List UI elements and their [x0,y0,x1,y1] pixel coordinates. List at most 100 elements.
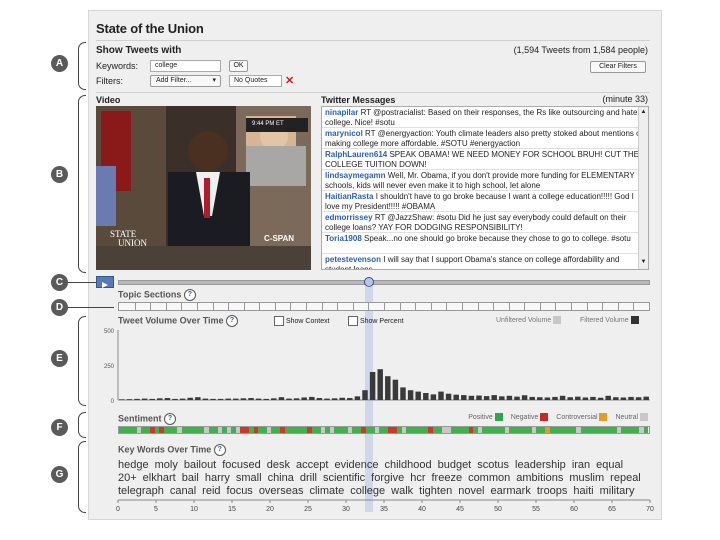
tweet-username[interactable]: marynicol [325,129,363,138]
volume-help-icon[interactable]: ? [226,315,239,327]
sentiment-help-icon[interactable]: ? [164,413,177,425]
tweet-item[interactable]: marynicol RT @energyaction: Youth climat… [322,128,648,149]
keyword[interactable]: 20+ [118,472,137,484]
keyword[interactable]: hedge [118,459,149,471]
keyword[interactable]: scientific [322,472,366,484]
keyword[interactable]: focus [226,485,253,497]
sentiment-segment [244,427,250,433]
volume-bar [628,396,634,400]
keyword[interactable]: haiti [573,485,594,497]
keyword[interactable]: forgive [371,472,405,484]
sentiment-bar[interactable] [118,426,650,434]
clear-filters-button[interactable]: Clear Filters [590,61,646,73]
add-filter-dropdown[interactable]: Add Filter... ▾ [150,75,221,87]
volume-bar [400,387,406,400]
keyword[interactable]: troops [536,485,568,497]
tweet-username[interactable]: ninapilar [325,108,359,117]
leader-c [68,282,96,284]
topic-segment-divider [196,303,198,310]
keyword[interactable]: harry [204,472,230,484]
video-player[interactable]: STATE UNION C-SPAN 9:44 PM ET [96,106,311,270]
filtered-swatch [630,316,639,324]
keyword[interactable]: ambitions [516,472,564,484]
twitter-messages-list[interactable]: ninapilar RT @postracialist: Based on th… [321,106,649,270]
keyword[interactable]: bail [181,472,199,484]
tweet-item[interactable]: edmorrissey RT @JazzShaw: #sotu Did he j… [322,212,648,233]
keyword[interactable]: budget [437,459,472,471]
tweet-item[interactable]: petestevenson I will say that I support … [322,254,648,269]
timeline-track[interactable] [118,280,650,285]
sentiment-segment [410,427,415,433]
sentiment-segment [477,427,483,433]
remove-filter-icon[interactable]: ✕ [285,75,295,87]
topic-help-icon[interactable]: ? [183,289,196,301]
sentiment-segment [522,427,528,433]
sentiment-segment [567,427,572,433]
volume-bar [552,396,558,400]
sentiment-segment [437,427,442,433]
keyword[interactable]: drill [299,472,317,484]
tweet-item[interactable]: HaitianRasta I shouldn't have to go brok… [322,191,648,212]
keyword[interactable]: focused [222,459,261,471]
keyword[interactable]: accept [296,459,329,471]
x-tick-label: 40 [418,506,426,513]
volume-bar [369,372,376,400]
tweet-item[interactable]: lindsaymegamn Well, Mr. Obama, if you do… [322,170,648,191]
keyword[interactable]: bailout [183,459,217,471]
show-context-toggle[interactable]: Show Context [274,316,330,326]
keyword[interactable]: iran [571,459,591,471]
sentiment-segment [352,427,357,433]
volume-bar [597,397,604,400]
tweet-username[interactable]: lindsaymegamn [325,171,386,180]
volume-chart[interactable]: 500 250 0 [94,324,654,412]
ok-button[interactable]: OK [229,60,248,72]
keyword[interactable]: military [599,485,635,497]
keyword[interactable]: canal [169,485,197,497]
keywords-input[interactable]: college [150,60,221,72]
tweet-username[interactable]: RalphLauren614 [325,150,388,159]
keywords-help-icon[interactable]: ? [213,444,226,456]
x-tick-label: 60 [570,506,578,513]
keyword[interactable]: hcr [410,472,426,484]
volume-bar [126,399,133,400]
scroll-up-icon[interactable]: ▲ [640,109,647,115]
tweet-item[interactable]: RalphLauren614 SPEAK OBAMA! WE NEED MONE… [322,149,648,170]
keyword[interactable]: novel [458,485,485,497]
keyword[interactable]: college [350,485,386,497]
keyword[interactable]: equal [596,459,624,471]
keyword[interactable]: china [267,472,294,484]
volume-bar [415,391,421,400]
keyword[interactable]: moly [154,459,178,471]
keyword[interactable]: freeze [431,472,463,484]
keyword[interactable]: small [235,472,262,484]
keyword[interactable]: reid [202,485,221,497]
keyword[interactable]: telegraph [118,485,164,497]
keyword[interactable]: earmark [490,485,531,497]
keyword[interactable]: evidence [334,459,379,471]
sentiment-legend-swatch [640,413,648,421]
keyword[interactable]: childhood [384,459,432,471]
keyword[interactable]: muslim [569,472,605,484]
timeline-handle[interactable] [364,277,374,287]
tweet-username[interactable]: edmorrissey [325,213,373,222]
keyword[interactable]: tighten [419,485,453,497]
keyword[interactable]: walk [391,485,414,497]
keyword[interactable]: elkhart [142,472,176,484]
keyword[interactable]: repeal [610,472,641,484]
keyword[interactable]: common [468,472,511,484]
tweets-scrollbar[interactable]: ▲ ▼ [638,107,648,269]
scroll-down-icon[interactable]: ▼ [640,259,647,265]
show-percent-toggle[interactable]: Show Percent [348,316,404,326]
tweet-username[interactable]: Toria1908 [325,234,362,243]
keyword[interactable]: climate [309,485,345,497]
tweet-username[interactable]: HaitianRasta [325,192,374,201]
topic-sections-bar[interactable] [118,302,650,311]
tweet-username[interactable]: petestevenson [325,255,382,264]
keyword[interactable]: desk [266,459,291,471]
play-button[interactable] [96,276,114,288]
keyword[interactable]: overseas [258,485,304,497]
tweet-item[interactable]: ninapilar RT @postracialist: Based on th… [322,107,648,128]
tweet-item[interactable]: Toria1908 Speak...no one should go broke… [322,233,648,254]
keyword[interactable]: scotus [477,459,510,471]
keyword[interactable]: leadership [515,459,566,471]
